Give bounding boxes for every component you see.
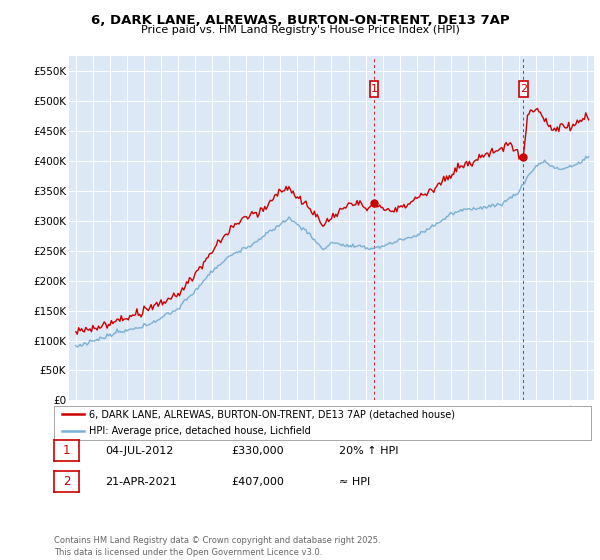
Text: 04-JUL-2012: 04-JUL-2012: [105, 446, 173, 456]
Text: 6, DARK LANE, ALREWAS, BURTON-ON-TRENT, DE13 7AP (detached house): 6, DARK LANE, ALREWAS, BURTON-ON-TRENT, …: [89, 409, 455, 419]
Text: 21-APR-2021: 21-APR-2021: [105, 477, 177, 487]
Text: £330,000: £330,000: [231, 446, 284, 456]
Text: £407,000: £407,000: [231, 477, 284, 487]
Text: Contains HM Land Registry data © Crown copyright and database right 2025.
This d: Contains HM Land Registry data © Crown c…: [54, 536, 380, 557]
Text: HPI: Average price, detached house, Lichfield: HPI: Average price, detached house, Lich…: [89, 426, 311, 436]
Text: 20% ↑ HPI: 20% ↑ HPI: [339, 446, 398, 456]
Text: 1: 1: [371, 84, 377, 94]
Text: 2: 2: [63, 475, 70, 488]
FancyBboxPatch shape: [370, 81, 379, 97]
Text: 6, DARK LANE, ALREWAS, BURTON-ON-TRENT, DE13 7AP: 6, DARK LANE, ALREWAS, BURTON-ON-TRENT, …: [91, 14, 509, 27]
Text: ≈ HPI: ≈ HPI: [339, 477, 370, 487]
FancyBboxPatch shape: [519, 81, 527, 97]
Text: 1: 1: [63, 444, 70, 458]
Text: 2: 2: [520, 84, 527, 94]
Text: Price paid vs. HM Land Registry's House Price Index (HPI): Price paid vs. HM Land Registry's House …: [140, 25, 460, 35]
